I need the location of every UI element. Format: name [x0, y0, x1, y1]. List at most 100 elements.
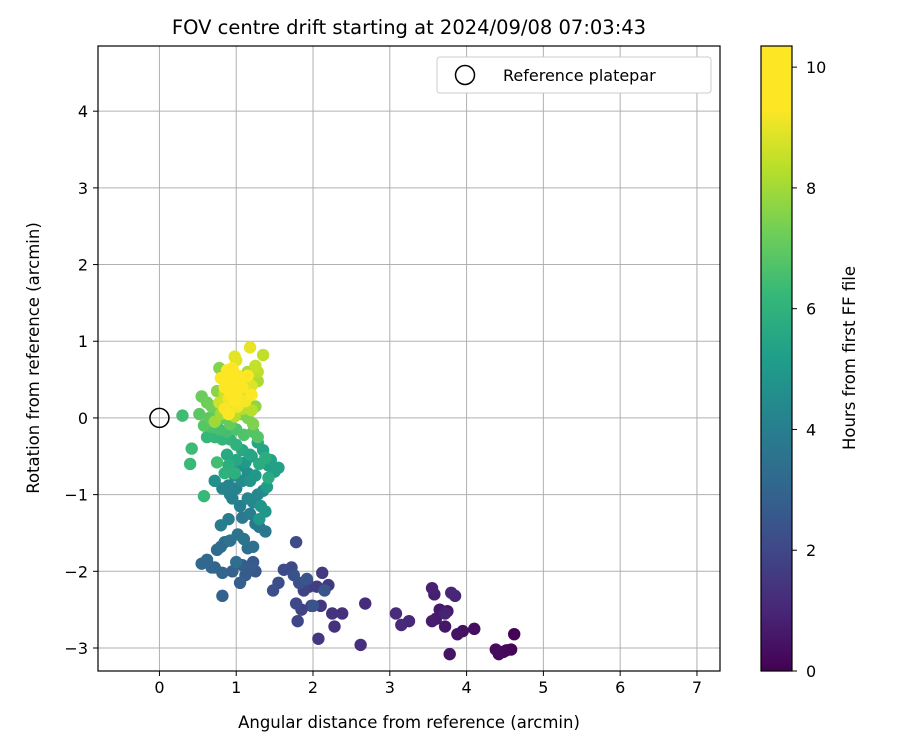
x-tick-label: 7 — [692, 678, 702, 697]
x-tick-label: 2 — [308, 678, 318, 697]
colorbar-tick-label: 10 — [806, 58, 826, 77]
colorbar-ticks: 0 2 4 6 8 10 — [792, 58, 826, 681]
data-point — [245, 404, 258, 417]
data-point — [251, 430, 264, 444]
x-tick-label: 1 — [231, 678, 241, 697]
data-point — [183, 457, 197, 471]
data-point — [193, 407, 206, 421]
data-point — [451, 627, 464, 641]
data-point — [230, 390, 243, 403]
x-axis-label: Angular distance from reference (arcmin) — [238, 713, 580, 732]
y-tick-label: 4 — [78, 102, 88, 121]
colorbar-tick-label: 2 — [806, 541, 816, 560]
data-point — [249, 469, 262, 482]
data-points — [176, 341, 521, 661]
colorbar-label: Hours from first FF file — [840, 266, 859, 450]
grid-lines — [98, 46, 720, 671]
data-point — [395, 618, 408, 632]
data-point — [318, 584, 331, 597]
data-point — [195, 557, 208, 570]
y-axis-ticks: −3 −2 −1 0 1 2 3 4 — [64, 102, 98, 658]
data-point — [328, 620, 341, 633]
data-point — [359, 597, 372, 610]
data-point — [197, 489, 211, 503]
chart-title: FOV centre drift starting at 2024/09/08 … — [172, 16, 646, 39]
legend: Reference platepar — [436, 56, 712, 94]
data-point — [222, 407, 235, 421]
data-point — [245, 388, 258, 402]
data-point — [354, 638, 367, 652]
data-point — [216, 482, 229, 495]
data-point — [277, 563, 291, 576]
data-point — [228, 377, 241, 390]
data-point — [208, 474, 221, 488]
data-point — [259, 525, 272, 538]
legend-box — [436, 56, 712, 94]
colorbar-gradient — [760, 45, 793, 672]
data-point — [246, 417, 260, 431]
legend-label: Reference platepar — [503, 66, 656, 85]
data-point — [216, 589, 229, 603]
x-tick-label: 6 — [615, 678, 625, 697]
data-point — [425, 614, 439, 628]
data-point — [220, 448, 234, 461]
reference-platepar-marker — [149, 407, 170, 429]
data-point — [335, 607, 349, 620]
data-point — [468, 622, 481, 636]
colorbar: 0 2 4 6 8 10 Hours from first FF file — [760, 45, 859, 681]
y-tick-label: −3 — [64, 639, 88, 658]
x-tick-label: 0 — [154, 678, 164, 697]
data-point — [222, 364, 235, 377]
data-point — [262, 471, 275, 484]
data-point — [260, 480, 274, 494]
data-point — [326, 607, 339, 620]
data-point — [287, 568, 301, 582]
y-tick-label: 2 — [78, 256, 88, 275]
colorbar-tick-label: 4 — [806, 420, 816, 439]
data-point — [228, 466, 241, 480]
y-tick-label: −1 — [64, 486, 88, 505]
colorbar-tick-label: 8 — [806, 179, 816, 198]
data-point — [246, 540, 260, 553]
legend-marker — [454, 64, 476, 86]
x-axis-ticks: 0 1 2 3 4 5 6 7 — [154, 671, 702, 697]
x-tick-label: 5 — [538, 678, 548, 697]
data-point — [445, 586, 458, 599]
data-point — [266, 584, 280, 597]
data-point — [389, 607, 403, 620]
data-point — [214, 519, 228, 532]
data-point — [243, 341, 257, 354]
data-point — [443, 647, 456, 661]
data-point — [233, 576, 247, 590]
data-point — [438, 607, 452, 620]
data-point — [489, 643, 502, 656]
y-tick-label: 3 — [78, 179, 88, 198]
data-point — [289, 597, 303, 610]
data-point — [218, 466, 231, 480]
colorbar-tick-label: 6 — [806, 300, 816, 319]
data-point — [241, 369, 254, 382]
y-tick-label: −2 — [64, 562, 88, 581]
y-tick-label: 1 — [78, 332, 88, 351]
data-point — [185, 442, 198, 455]
data-point — [249, 359, 262, 372]
data-point — [289, 535, 303, 549]
x-tick-label: 3 — [385, 678, 395, 697]
data-point — [306, 599, 320, 613]
data-point — [291, 614, 304, 628]
data-point — [231, 528, 244, 541]
y-tick-label: 0 — [78, 409, 88, 428]
data-point — [312, 632, 325, 645]
data-point — [256, 348, 270, 362]
data-point — [230, 555, 243, 569]
data-point — [259, 451, 272, 465]
data-point — [438, 620, 452, 633]
data-point — [243, 507, 257, 520]
y-axis-label: Rotation from reference (arcmin) — [24, 222, 43, 494]
data-point — [272, 461, 285, 474]
data-point — [233, 499, 247, 513]
data-point — [300, 572, 314, 586]
data-point — [245, 379, 258, 392]
x-tick-label: 4 — [461, 678, 471, 697]
